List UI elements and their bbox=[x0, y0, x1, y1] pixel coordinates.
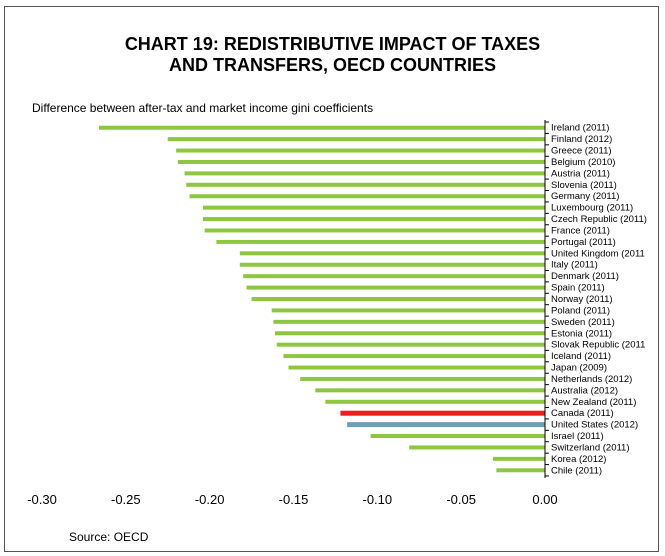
category-label: Poland (2011) bbox=[551, 305, 610, 316]
bar bbox=[493, 456, 545, 461]
category-label: Norway (2011) bbox=[551, 294, 613, 305]
bar bbox=[246, 285, 545, 290]
category-label: Austria (2011) bbox=[551, 168, 610, 179]
category-label: Luxembourg (2011) bbox=[551, 203, 633, 214]
category-label: Slovenia (2011) bbox=[551, 180, 617, 191]
category-label: Japan (2009) bbox=[551, 363, 607, 374]
category-label: Finland (2012) bbox=[551, 134, 612, 145]
category-label: Italy (2011) bbox=[551, 260, 598, 271]
chart-title-line-2: AND TRANSFERS, OECD COUNTRIES bbox=[168, 55, 496, 75]
category-label: Greece (2011) bbox=[551, 146, 612, 157]
x-tick-label: -0.20 bbox=[195, 492, 225, 507]
category-label: Sweden (2011) bbox=[551, 317, 615, 328]
bar bbox=[176, 148, 545, 153]
bar bbox=[347, 422, 545, 428]
bar bbox=[325, 399, 545, 404]
bar bbox=[243, 274, 545, 279]
x-tick-label: -0.10 bbox=[363, 492, 393, 507]
bar bbox=[251, 297, 546, 301]
bar bbox=[239, 251, 545, 256]
category-label: United Kingdom (2011 bbox=[551, 248, 645, 259]
chart-title-line-1: CHART 19: REDISTRIBUTIVE IMPACT OF TAXES bbox=[124, 34, 541, 54]
category-label: Canada (2011) bbox=[551, 408, 614, 419]
bar-chart: Ireland (2011)Finland (2012)Greece (2011… bbox=[27, 120, 647, 507]
category-label: New Zealand (2011) bbox=[551, 397, 636, 408]
bar bbox=[288, 365, 545, 370]
category-label: Spain (2011) bbox=[551, 283, 605, 294]
bar bbox=[315, 388, 545, 393]
bar bbox=[216, 239, 545, 244]
category-label: Belgium (2010) bbox=[551, 157, 615, 168]
bar bbox=[99, 125, 546, 130]
bar bbox=[239, 262, 545, 267]
chart-title: CHART 19: REDISTRIBUTIVE IMPACT OF TAXES… bbox=[5, 34, 660, 76]
bar bbox=[184, 171, 545, 176]
category-label: Israel (2011) bbox=[551, 431, 604, 442]
bar bbox=[189, 194, 545, 199]
x-tick-label: 0.00 bbox=[532, 492, 557, 507]
bar bbox=[202, 217, 545, 222]
bar bbox=[167, 137, 545, 142]
bar bbox=[177, 159, 545, 164]
category-label: Iceland (2011) bbox=[551, 351, 611, 362]
x-tick-label: -0.25 bbox=[111, 492, 141, 507]
category-label: United States (2012) bbox=[551, 420, 638, 431]
chart-subtitle: Difference between after-tax and market … bbox=[32, 101, 374, 115]
category-label: Estonia (2011) bbox=[551, 328, 612, 339]
category-label: Switzerland (2011) bbox=[551, 442, 630, 453]
category-label: Portugal (2011) bbox=[551, 237, 616, 248]
category-label: Czech Republic (2011) bbox=[551, 214, 647, 225]
source-note: Source: OECD bbox=[69, 530, 149, 544]
bar bbox=[204, 228, 546, 233]
bar bbox=[300, 376, 545, 381]
bar bbox=[370, 434, 545, 439]
category-label: Australia (2012) bbox=[551, 385, 618, 396]
category-label: Denmark (2011) bbox=[551, 271, 619, 282]
x-tick-label: -0.05 bbox=[446, 492, 476, 507]
category-label: Ireland (2011) bbox=[551, 123, 609, 134]
bar bbox=[409, 445, 545, 450]
category-label: Korea (2012) bbox=[551, 454, 606, 465]
category-label: Chile (2011) bbox=[551, 465, 602, 476]
x-tick-label: -0.30 bbox=[27, 492, 57, 507]
bar bbox=[271, 308, 545, 313]
x-tick-label: -0.15 bbox=[279, 492, 309, 507]
bar bbox=[273, 319, 545, 324]
bar bbox=[496, 468, 545, 473]
category-label: Slovak Republic (2011 bbox=[551, 340, 645, 351]
chart-frame: CHART 19: REDISTRIBUTIVE IMPACT OF TAXES… bbox=[4, 6, 659, 552]
bar bbox=[275, 331, 545, 336]
bar bbox=[283, 354, 545, 359]
bar bbox=[186, 182, 545, 187]
bar bbox=[202, 205, 545, 210]
bar bbox=[340, 410, 545, 416]
category-label: Netherlands (2012) bbox=[551, 374, 632, 385]
category-label: France (2011) bbox=[551, 225, 610, 236]
category-label: Germany (2011) bbox=[551, 191, 619, 202]
bar bbox=[276, 342, 545, 347]
